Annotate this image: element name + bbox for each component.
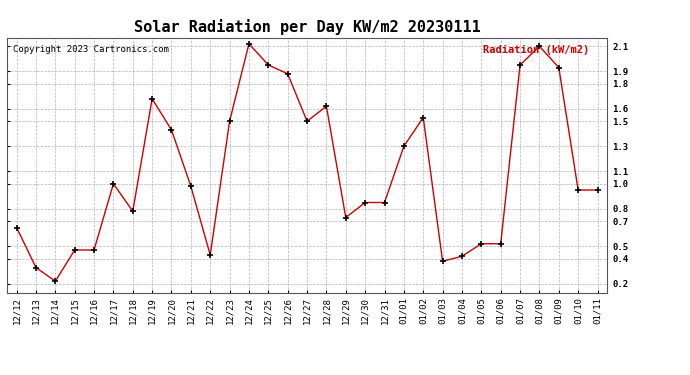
Text: Copyright 2023 Cartronics.com: Copyright 2023 Cartronics.com	[13, 45, 169, 54]
Text: Radiation (kW/m2): Radiation (kW/m2)	[483, 45, 589, 55]
Title: Solar Radiation per Day KW/m2 20230111: Solar Radiation per Day KW/m2 20230111	[134, 19, 480, 35]
